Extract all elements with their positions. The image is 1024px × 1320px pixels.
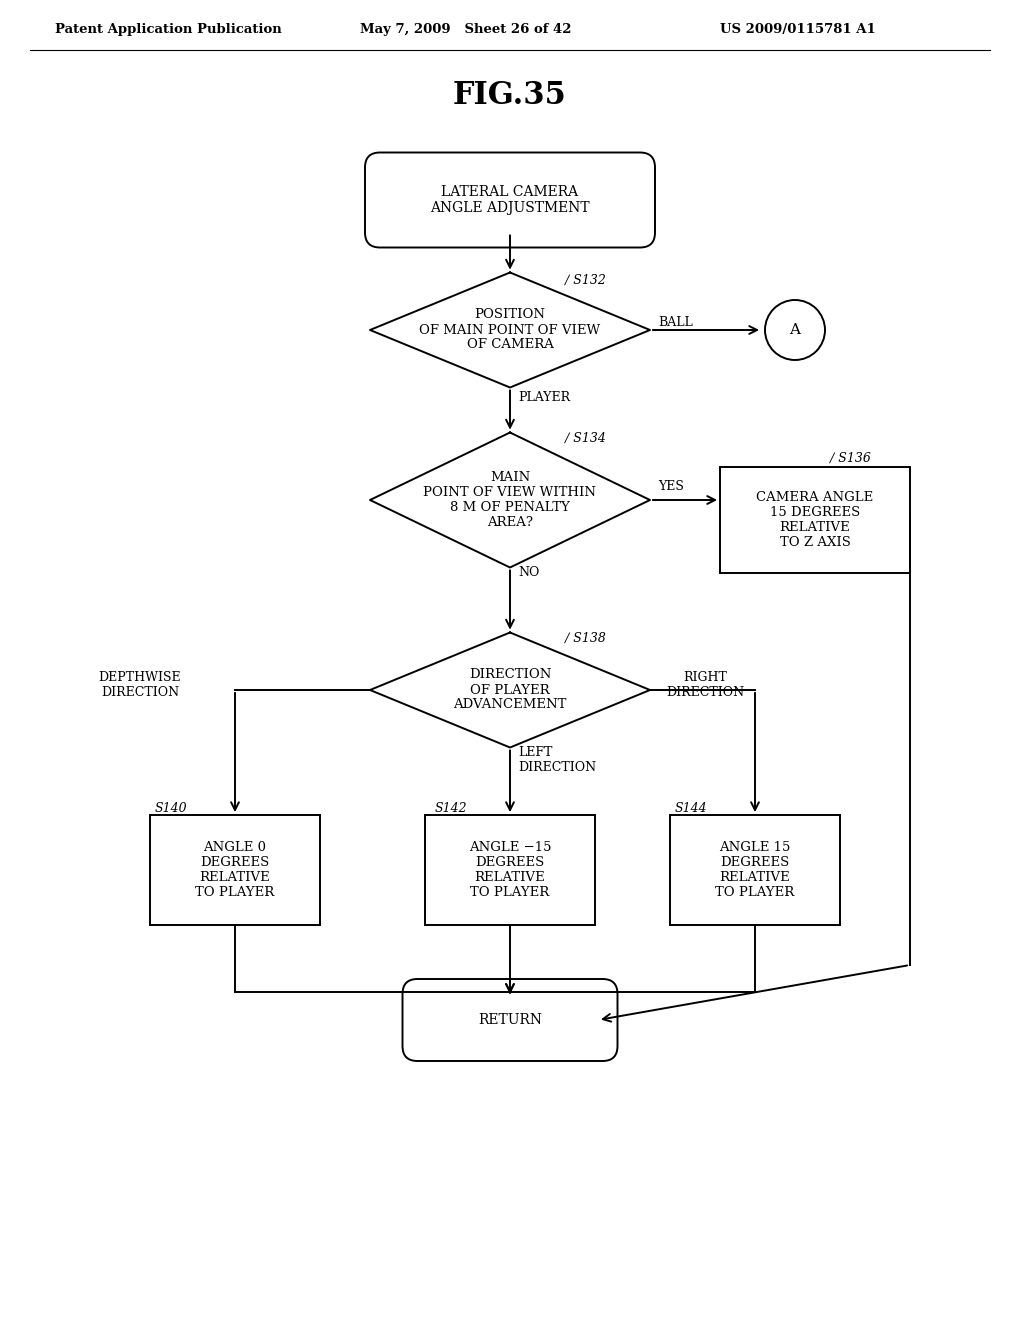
Text: NO: NO [518,565,540,578]
Text: Patent Application Publication: Patent Application Publication [55,24,282,37]
Text: ANGLE 0
DEGREES
RELATIVE
TO PLAYER: ANGLE 0 DEGREES RELATIVE TO PLAYER [196,841,274,899]
Bar [670,814,840,925]
Text: RIGHT
DIRECTION: RIGHT DIRECTION [666,671,744,700]
Text: ANGLE −15
DEGREES
RELATIVE
TO PLAYER: ANGLE −15 DEGREES RELATIVE TO PLAYER [469,841,551,899]
Text: ∕ S138: ∕ S138 [565,631,606,644]
Bar [150,814,319,925]
Text: ∕ S134: ∕ S134 [565,432,606,445]
Text: BALL: BALL [658,315,693,329]
Text: ∕ S136: ∕ S136 [830,451,870,465]
Text: A: A [790,323,801,337]
Text: LEFT
DIRECTION: LEFT DIRECTION [518,746,596,774]
Text: US 2009/0115781 A1: US 2009/0115781 A1 [720,24,876,37]
Text: S140: S140 [155,801,187,814]
Text: ∕ S132: ∕ S132 [565,273,606,286]
Text: RETURN: RETURN [478,1012,542,1027]
Text: May 7, 2009   Sheet 26 of 42: May 7, 2009 Sheet 26 of 42 [360,24,571,37]
Text: ANGLE 15
DEGREES
RELATIVE
TO PLAYER: ANGLE 15 DEGREES RELATIVE TO PLAYER [716,841,795,899]
Text: DEPTHWISE
DIRECTION: DEPTHWISE DIRECTION [98,671,181,700]
FancyBboxPatch shape [365,153,655,248]
Text: LATERAL CAMERA
ANGLE ADJUSTMENT: LATERAL CAMERA ANGLE ADJUSTMENT [430,185,590,215]
Text: MAIN
POINT OF VIEW WITHIN
8 M OF PENALTY
AREA?: MAIN POINT OF VIEW WITHIN 8 M OF PENALTY… [424,471,597,529]
Text: YES: YES [658,480,684,494]
Text: FIG.35: FIG.35 [454,79,567,111]
Text: DIRECTION
OF PLAYER
ADVANCEMENT: DIRECTION OF PLAYER ADVANCEMENT [454,668,566,711]
Text: POSITION
OF MAIN POINT OF VIEW
OF CAMERA: POSITION OF MAIN POINT OF VIEW OF CAMERA [420,309,600,351]
Text: CAMERA ANGLE
15 DEGREES
RELATIVE
TO Z AXIS: CAMERA ANGLE 15 DEGREES RELATIVE TO Z AX… [757,491,873,549]
Text: S144: S144 [675,801,708,814]
Bar [720,467,910,573]
Text: PLAYER: PLAYER [518,392,570,404]
Text: S142: S142 [435,801,468,814]
Bar [425,814,595,925]
FancyBboxPatch shape [402,979,617,1061]
